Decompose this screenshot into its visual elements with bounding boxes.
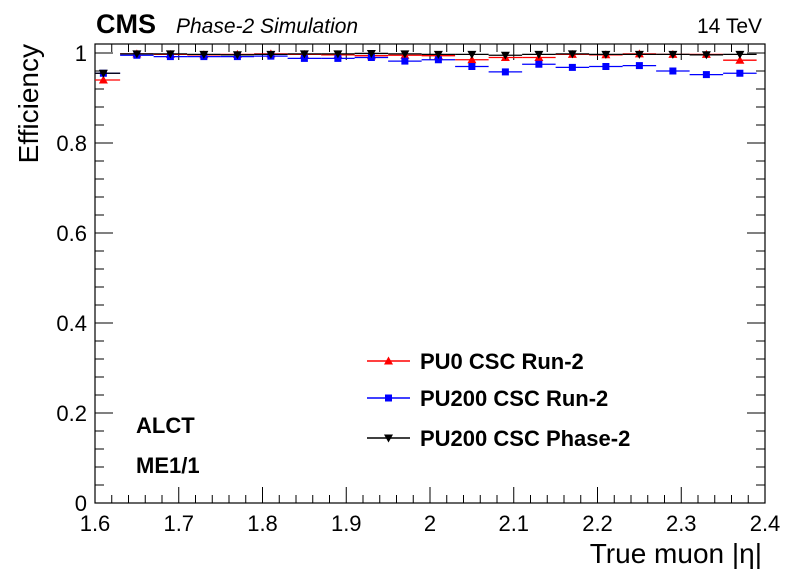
data-point	[401, 57, 409, 65]
x-axis-title: True muon |η|	[590, 538, 762, 569]
legend: PU0 CSC Run-2 PU200 CSC Run-2 PU200 CSC Ph…	[367, 349, 630, 451]
data-point	[165, 50, 175, 59]
x-tick-label: 1.8	[247, 511, 278, 536]
data-point	[98, 69, 108, 78]
x-tick-label: 1.6	[80, 511, 111, 536]
data-point	[199, 50, 209, 59]
x-tick-label: 2	[424, 511, 436, 536]
axis-ticks	[94, 44, 766, 504]
data-point	[602, 63, 610, 70]
data-point	[735, 50, 745, 59]
x-tick-label: 2.2	[582, 511, 613, 536]
y-tick-label: 0.4	[56, 311, 87, 336]
data-point	[366, 49, 376, 58]
data-point	[132, 50, 142, 59]
y-tick-label: 0.6	[56, 221, 87, 246]
legend-marker	[384, 434, 393, 443]
series-3	[95, 49, 757, 78]
data-point	[635, 62, 643, 70]
data-point	[468, 63, 476, 70]
data-point	[601, 50, 611, 59]
data-point	[668, 50, 678, 59]
x-tick-label: 2.3	[666, 511, 697, 536]
data-point	[702, 71, 710, 79]
y-tick-label: 0.2	[56, 401, 87, 426]
data-point	[736, 69, 744, 77]
y-axis-title: Efficiency	[13, 44, 44, 163]
data-point	[467, 55, 477, 64]
y-tick-label: 1	[75, 41, 87, 66]
data-point	[501, 68, 509, 76]
x-tick-labels: 1.6 1.7 1.8 1.9 2 2.1 2.2 2.3 2.4	[80, 511, 781, 536]
legend-label: PU0 CSC Run-2	[420, 349, 584, 374]
data-point	[634, 50, 644, 59]
data-point	[467, 50, 477, 59]
simulation-label: Phase-2 Simulation	[176, 15, 358, 38]
data-point	[433, 50, 443, 59]
annotation-me11: ME1/1	[136, 453, 200, 478]
data-point	[400, 50, 410, 59]
data-point	[500, 51, 510, 60]
data-point	[669, 67, 677, 75]
data-point	[266, 50, 276, 59]
data-point	[534, 50, 544, 59]
data-point	[568, 63, 576, 71]
legend-label: PU200 CSC Run-2	[420, 386, 608, 411]
legend-marker	[384, 356, 393, 365]
data-point	[98, 75, 108, 84]
annotation-alct: ALCT	[136, 413, 195, 438]
data-point	[333, 50, 343, 59]
legend-label: PU200 CSC Phase-2	[420, 426, 630, 451]
y-tick-label: 0	[75, 491, 87, 516]
experiment-label: CMS	[96, 9, 156, 39]
x-tick-label: 1.7	[163, 511, 194, 536]
x-tick-label: 1.9	[331, 511, 362, 536]
data-point	[701, 51, 711, 60]
y-tick-label: 0.8	[56, 131, 87, 156]
plot-frame	[94, 43, 766, 504]
y-tick-labels: 0 0.2 0.4 0.6 0.8 1	[56, 41, 87, 516]
data-point	[535, 60, 543, 68]
data-point	[232, 51, 242, 60]
x-tick-label: 2.4	[750, 511, 781, 536]
data-point	[434, 56, 442, 64]
x-tick-label: 2.1	[498, 511, 529, 536]
energy-label: 14 TeV	[697, 15, 762, 38]
data-point	[735, 55, 745, 64]
data-point	[567, 50, 577, 59]
legend-marker	[385, 394, 392, 402]
data-point	[299, 50, 309, 59]
data-series	[95, 49, 757, 84]
